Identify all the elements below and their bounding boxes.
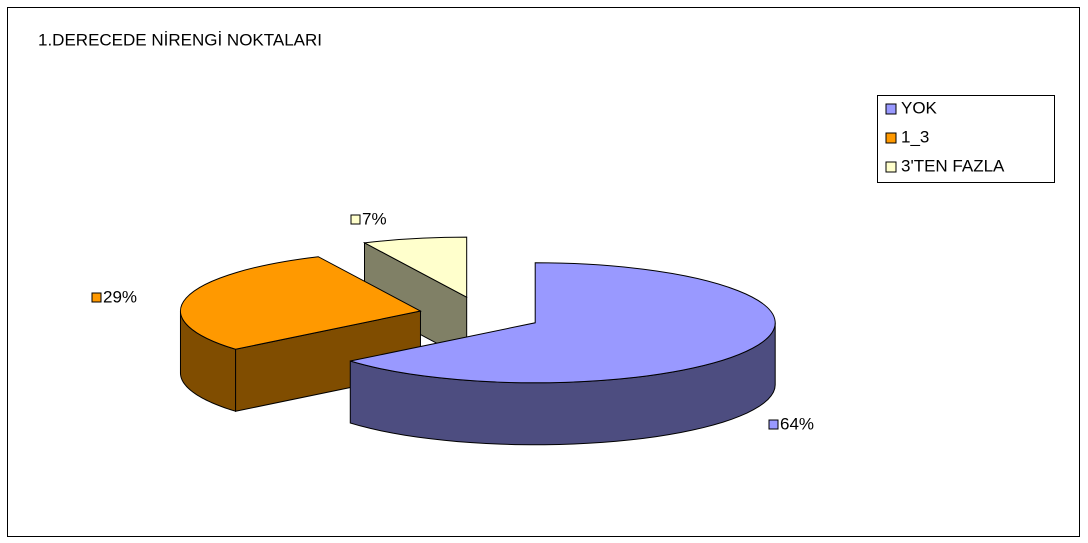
label-key [768,419,779,430]
legend-label: 3'TEN FAZLA [901,156,1005,175]
legend-swatch [885,132,897,144]
label-key [91,292,102,303]
pie-slice [350,262,776,384]
legend-label: 1_3 [901,127,929,146]
data-label: 29% [103,287,137,306]
legend-swatch [885,161,897,173]
data-label: 7% [362,209,387,228]
pie-slice [179,256,422,350]
label-key [350,214,361,225]
pie-slice [362,236,468,298]
chart-title: 1.DERECEDE NİRENGİ NOKTALARI [38,30,322,49]
data-label: 64% [780,414,814,433]
legend-swatch [885,103,897,115]
legend-label: YOK [901,98,938,117]
legend-box [877,95,1055,183]
